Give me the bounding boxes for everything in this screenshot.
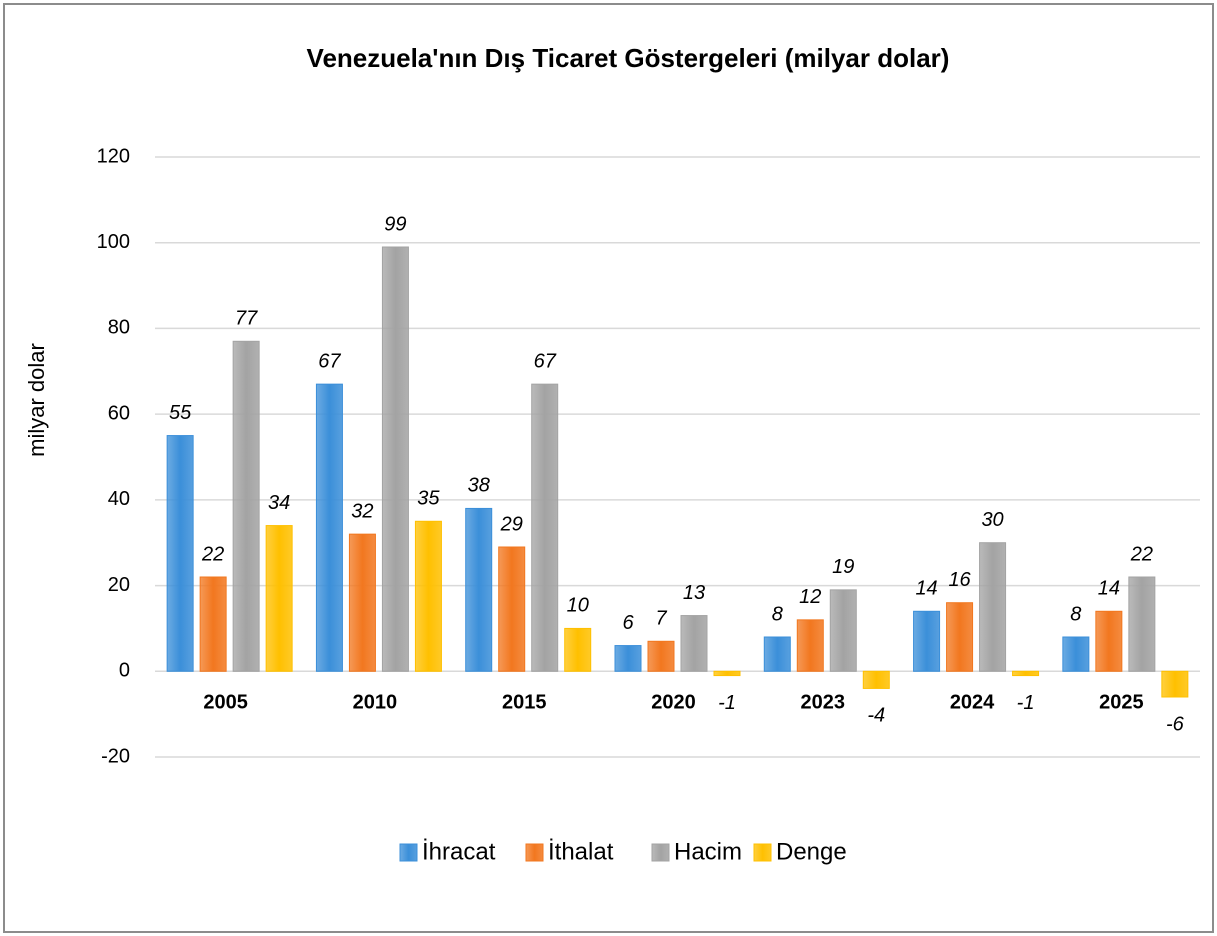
value-label: 14	[1098, 578, 1120, 600]
y-axis-label: milyar dolar	[24, 343, 49, 457]
value-label: 34	[268, 492, 290, 514]
bar	[862, 670, 890, 689]
value-label: 29	[500, 513, 523, 535]
value-label: 77	[235, 308, 258, 330]
value-label: 19	[832, 556, 854, 578]
bar	[199, 576, 227, 672]
legend-label: Hacim	[674, 838, 742, 865]
y-tick-label: 40	[108, 488, 130, 510]
value-label: 55	[169, 402, 192, 424]
legend-swatch	[525, 843, 544, 862]
x-tick-label: 2025	[1099, 691, 1144, 713]
bar	[166, 435, 194, 672]
y-tick-label: -20	[101, 745, 130, 767]
bar	[348, 533, 376, 672]
value-label: 22	[1130, 543, 1153, 565]
value-label: 67	[534, 350, 557, 372]
bar	[381, 246, 409, 672]
bar	[564, 627, 592, 672]
x-tick-label: 2024	[950, 691, 995, 713]
legend-label: İthalat	[548, 838, 614, 865]
x-tick-label: 2005	[203, 691, 248, 713]
y-tick-label: 20	[108, 574, 130, 596]
value-label: 8	[1070, 603, 1081, 625]
legend-swatch	[651, 843, 670, 862]
bar	[829, 589, 857, 672]
x-tick-label: 2015	[502, 691, 547, 713]
bar	[614, 645, 642, 672]
bar	[1062, 636, 1090, 672]
bar	[1012, 670, 1040, 677]
bar	[979, 542, 1007, 672]
value-label: -6	[1166, 713, 1185, 735]
value-label: 12	[799, 586, 821, 608]
bar	[796, 619, 824, 672]
value-label: 16	[948, 569, 971, 591]
value-label: -4	[867, 705, 885, 727]
bar	[414, 520, 442, 672]
y-tick-label: 80	[108, 317, 130, 339]
value-label: 30	[981, 509, 1003, 531]
chart-border	[3, 3, 1214, 933]
value-label: 10	[567, 595, 589, 617]
value-label: 22	[201, 543, 224, 565]
value-label: -1	[1017, 692, 1035, 714]
bar	[315, 383, 343, 672]
value-label: 38	[468, 475, 490, 497]
bar	[713, 670, 741, 677]
y-tick-label: 100	[97, 231, 130, 253]
legend-swatch	[753, 843, 772, 862]
value-label: 35	[417, 488, 440, 510]
value-label: 6	[622, 612, 634, 634]
bar	[498, 546, 526, 672]
value-label: 7	[655, 608, 667, 630]
bar	[265, 525, 293, 672]
bar	[1095, 610, 1123, 672]
x-tick-label: 2020	[651, 691, 696, 713]
value-label: 67	[318, 350, 341, 372]
bar	[763, 636, 791, 672]
value-label: -1	[718, 692, 736, 714]
bar	[680, 615, 708, 672]
x-tick-label: 2010	[353, 691, 398, 713]
bar	[946, 602, 974, 672]
bar	[232, 340, 260, 672]
value-label: 32	[351, 500, 373, 522]
legend-swatch	[399, 843, 418, 862]
x-tick-label: 2023	[801, 691, 846, 713]
bar	[531, 383, 559, 672]
y-tick-label: 0	[119, 660, 130, 682]
value-label: 13	[683, 582, 705, 604]
chart-title: Venezuela'nın Dış Ticaret Göstergeleri (…	[307, 43, 950, 73]
value-label: 99	[384, 213, 406, 235]
value-label: 8	[772, 603, 783, 625]
bar	[647, 640, 675, 672]
legend-label: İhracat	[422, 838, 496, 865]
bar	[913, 610, 941, 672]
y-tick-label: 120	[97, 145, 130, 167]
bar	[1161, 670, 1189, 698]
legend-label: Denge	[776, 838, 847, 865]
bar	[465, 507, 493, 672]
y-tick-label: 60	[108, 402, 130, 424]
bar	[1128, 576, 1156, 672]
value-label: 14	[915, 578, 937, 600]
